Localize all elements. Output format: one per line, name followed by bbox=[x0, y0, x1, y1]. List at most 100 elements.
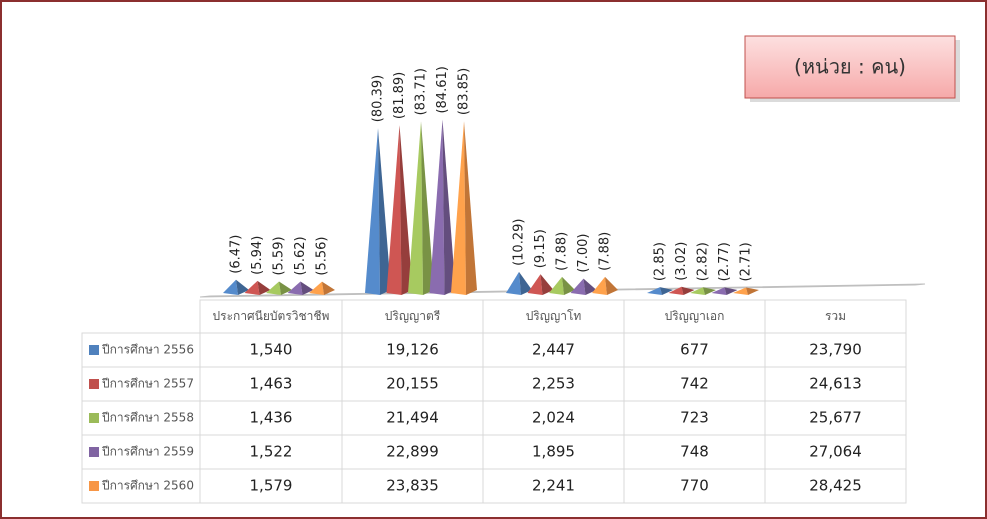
legend-label: ปีการศึกษา 2560 bbox=[101, 479, 194, 493]
legend-swatch bbox=[89, 447, 99, 457]
value-label: (83.71) bbox=[414, 68, 429, 115]
column-header: ปริญญาโท bbox=[526, 309, 582, 323]
value-label: (5.62) bbox=[293, 236, 308, 275]
pyramid-left bbox=[309, 281, 324, 295]
unit-label: (หน่วย : คน) bbox=[794, 55, 906, 79]
pyramid-left bbox=[527, 274, 543, 295]
table-cell: 27,064 bbox=[809, 443, 862, 461]
value-label: (7.88) bbox=[598, 232, 613, 271]
value-label: (5.59) bbox=[272, 236, 287, 275]
pyramid-right bbox=[421, 121, 434, 295]
table-cell: 677 bbox=[680, 341, 709, 359]
pyramid-left bbox=[451, 121, 466, 295]
pyramid-right bbox=[660, 287, 673, 295]
table-cell: 23,835 bbox=[386, 477, 439, 495]
pyramid-left bbox=[570, 278, 586, 295]
pyramid-left bbox=[408, 121, 423, 295]
value-label: (6.47) bbox=[229, 235, 244, 274]
table-cell: 723 bbox=[680, 409, 709, 427]
pyramid bbox=[733, 287, 759, 295]
table-cell: 1,579 bbox=[250, 477, 293, 495]
table-cell: 2,447 bbox=[532, 341, 575, 359]
pyramid-left bbox=[647, 287, 662, 295]
pyramid-right bbox=[257, 280, 271, 295]
table-cell: 2,241 bbox=[532, 477, 575, 495]
legend-swatch bbox=[89, 481, 99, 491]
table-cell: 1,895 bbox=[532, 443, 575, 461]
pyramid bbox=[647, 287, 673, 295]
pyramid-right bbox=[583, 278, 597, 295]
pyramid bbox=[309, 281, 335, 295]
legend-swatch bbox=[89, 413, 99, 423]
table-border bbox=[199, 299, 907, 334]
pyramid-left bbox=[386, 125, 402, 295]
table-cell: 24,613 bbox=[809, 375, 862, 393]
table-cell: 23,790 bbox=[809, 341, 862, 359]
table-cell: 742 bbox=[680, 375, 709, 393]
pyramid-left bbox=[506, 271, 521, 295]
table-cell: 1,540 bbox=[250, 341, 293, 359]
pyramid-right bbox=[378, 128, 391, 295]
column-header: ปริญญาเอก bbox=[665, 309, 725, 323]
pyramid-left bbox=[711, 287, 727, 295]
pyramid-right bbox=[605, 276, 618, 295]
value-label: (5.56) bbox=[315, 237, 330, 276]
legend-label: ปีการศึกษา 2559 bbox=[101, 445, 194, 459]
table-cell: 1,463 bbox=[250, 375, 293, 393]
legend-label: ปีการศึกษา 2558 bbox=[101, 411, 194, 425]
table-cell: 25,677 bbox=[809, 409, 862, 427]
pyramid bbox=[408, 121, 434, 295]
pyramid bbox=[668, 286, 695, 295]
pyramid bbox=[429, 119, 456, 295]
pyramid bbox=[711, 287, 738, 295]
pyramid bbox=[386, 125, 413, 295]
value-label: (2.71) bbox=[739, 242, 754, 281]
value-label: (9.15) bbox=[533, 229, 548, 268]
pyramid-right bbox=[464, 121, 477, 295]
value-label: (10.29) bbox=[512, 219, 527, 266]
value-label: (2.77) bbox=[717, 242, 732, 281]
value-label: (2.85) bbox=[653, 242, 668, 281]
pyramid bbox=[690, 287, 716, 295]
value-label: (7.00) bbox=[576, 234, 591, 273]
pyramid-right bbox=[681, 286, 695, 295]
pyramid bbox=[223, 279, 249, 295]
pyramid-left bbox=[244, 280, 260, 295]
pyramid-left bbox=[223, 279, 238, 295]
pyramid bbox=[287, 281, 314, 295]
pyramid bbox=[549, 276, 575, 295]
pyramid-right bbox=[322, 281, 335, 295]
pyramid-left bbox=[365, 128, 380, 295]
pyramid-left bbox=[690, 287, 705, 295]
pyramid bbox=[365, 128, 391, 295]
pyramid-left bbox=[549, 276, 564, 295]
pyramid bbox=[451, 121, 477, 295]
pyramid-right bbox=[300, 281, 314, 295]
table-cell: 748 bbox=[680, 443, 709, 461]
value-label: (84.61) bbox=[435, 66, 450, 113]
table-cell: 2,024 bbox=[532, 409, 575, 427]
pyramid bbox=[266, 281, 292, 295]
pyramid-right bbox=[442, 119, 456, 295]
table-border bbox=[81, 332, 907, 504]
pyramid-right bbox=[399, 125, 413, 295]
value-label: (80.39) bbox=[371, 75, 386, 122]
pyramid-left bbox=[266, 281, 281, 295]
pyramid-right bbox=[279, 281, 292, 295]
table-cell: 2,253 bbox=[532, 375, 575, 393]
pyramid-right bbox=[746, 287, 759, 295]
pyramid bbox=[244, 280, 271, 295]
pyramid-left bbox=[668, 286, 684, 295]
table-cell: 20,155 bbox=[386, 375, 439, 393]
column-header: รวม bbox=[825, 309, 846, 323]
table-cell: 19,126 bbox=[386, 341, 439, 359]
pyramid-right bbox=[724, 287, 738, 295]
value-label: (3.02) bbox=[674, 242, 689, 281]
table-cell: 28,425 bbox=[809, 477, 862, 495]
pyramid-left bbox=[592, 276, 607, 295]
pyramid-left bbox=[733, 287, 748, 295]
pyramid-right bbox=[236, 279, 249, 295]
table-cell: 1,436 bbox=[250, 409, 293, 427]
value-label: (5.94) bbox=[250, 236, 265, 275]
pyramid bbox=[527, 274, 554, 295]
